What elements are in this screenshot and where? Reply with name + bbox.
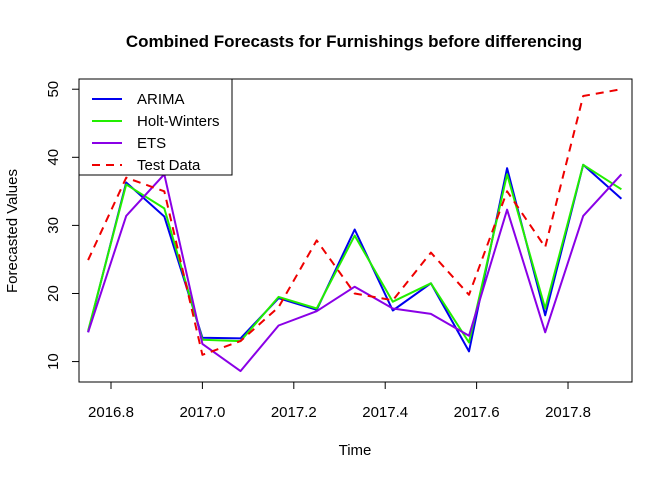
legend: ARIMA Holt-Winters ETS Test Data	[78, 78, 233, 176]
x-tick-label: 2017.4	[362, 404, 408, 421]
axes: 2016.8 2017.0 2017.2 2017.4 2017.6 2017.8 10 20…	[45, 81, 591, 421]
legend-label: Test Data	[137, 157, 201, 174]
y-tick-label: 20	[45, 285, 62, 302]
legend-label: ARIMA	[137, 91, 185, 108]
x-tick-label: 2017.0	[179, 404, 225, 421]
x-axis-title: Time	[339, 442, 372, 459]
series-layer	[87, 88, 623, 373]
series-line-ets	[87, 173, 623, 373]
y-tick-label: 30	[45, 217, 62, 234]
x-tick-label: 2017.6	[454, 404, 500, 421]
chart-title: Combined Forecasts for Furnishings befor…	[126, 32, 582, 51]
series-line-holt-winters	[87, 163, 622, 344]
y-axis-title: Forecasted Values	[4, 169, 21, 293]
x-tick-label: 2016.8	[88, 404, 134, 421]
legend-label: ETS	[137, 135, 166, 152]
x-tick-label: 2017.8	[545, 404, 591, 421]
y-tick-label: 10	[45, 353, 62, 370]
legend-label: Holt-Winters	[137, 113, 220, 130]
series-line-test-data	[87, 88, 622, 356]
y-tick-label: 50	[45, 81, 62, 98]
y-tick-label: 40	[45, 149, 62, 166]
legend-box	[78, 78, 233, 176]
x-tick-label: 2017.2	[271, 404, 317, 421]
